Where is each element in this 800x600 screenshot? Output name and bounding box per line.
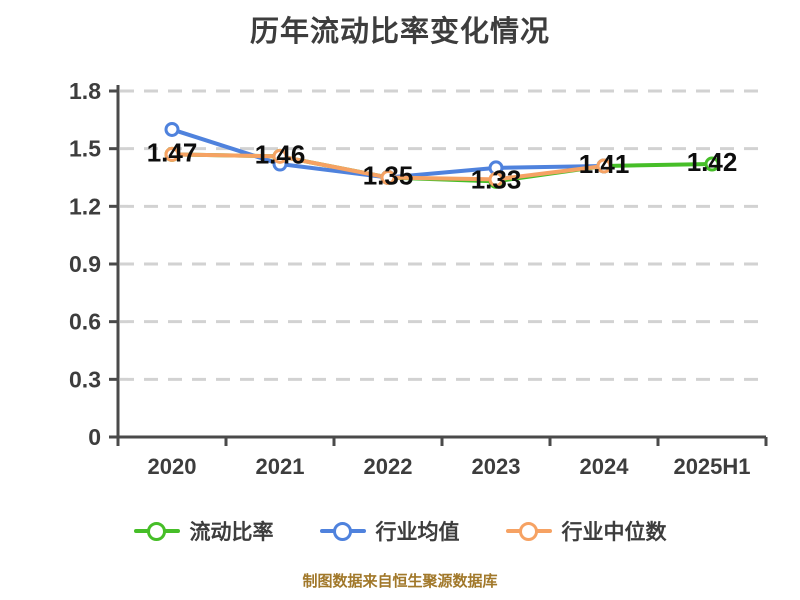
legend-item-label: 行业中位数 bbox=[561, 521, 667, 544]
x-tick-label: 2022 bbox=[364, 454, 413, 479]
data-label: 1.33 bbox=[471, 164, 522, 194]
data-label: 1.47 bbox=[147, 138, 198, 168]
data-point-marker bbox=[596, 158, 612, 174]
data-label: 1.42 bbox=[687, 147, 738, 177]
x-tick-label: 2023 bbox=[472, 454, 521, 479]
legend-line-dot-icon bbox=[319, 521, 366, 541]
y-tick-label: 0.9 bbox=[69, 251, 101, 277]
data-point-marker bbox=[704, 156, 720, 172]
x-tick-label: 2021 bbox=[256, 454, 305, 479]
legend-item-industry-median: 行业中位数 bbox=[505, 516, 667, 546]
x-tick-label: 2024 bbox=[580, 454, 630, 479]
legend-item-label: 行业均值 bbox=[375, 521, 460, 544]
source-note: 制图数据来自恒生聚源数据库 bbox=[302, 573, 498, 590]
x-tick-label: 2020 bbox=[148, 454, 197, 479]
legend-line-dot-icon bbox=[133, 521, 180, 541]
chart-legend: 流动比率 行业均值 行业中位数 bbox=[0, 516, 800, 546]
data-point-marker bbox=[380, 170, 396, 185]
data-label: 1.41 bbox=[579, 149, 630, 179]
y-tick-label: 1.8 bbox=[69, 78, 101, 104]
chart-canvas: 0 0.3 0.6 0.9 1.2 1.5 1.8 2020 2021 2022 2023 2024 2… bbox=[69, 78, 768, 479]
data-point-marker bbox=[488, 171, 504, 187]
y-tick-label: 1.2 bbox=[69, 193, 101, 219]
chart-title: 历年流动比率变化情况 bbox=[249, 16, 550, 48]
data-point-marker bbox=[164, 121, 180, 137]
y-tick-label: 0.3 bbox=[69, 366, 101, 392]
legend-item-current-ratio: 流动比率 bbox=[133, 516, 274, 546]
x-tick-label: 2025H1 bbox=[673, 454, 750, 479]
data-point-marker bbox=[164, 146, 180, 162]
y-tick-label: 0 bbox=[88, 424, 101, 450]
y-tick-label: 0.6 bbox=[69, 309, 101, 335]
y-tick-label: 1.5 bbox=[69, 136, 101, 162]
data-label: 1.35 bbox=[363, 161, 414, 191]
data-point-marker bbox=[272, 148, 288, 164]
data-label: 1.46 bbox=[255, 139, 306, 169]
legend-line-dot-icon bbox=[505, 521, 552, 541]
legend-item-label: 流动比率 bbox=[189, 521, 274, 544]
legend-item-industry-mean: 行业均值 bbox=[319, 516, 460, 546]
